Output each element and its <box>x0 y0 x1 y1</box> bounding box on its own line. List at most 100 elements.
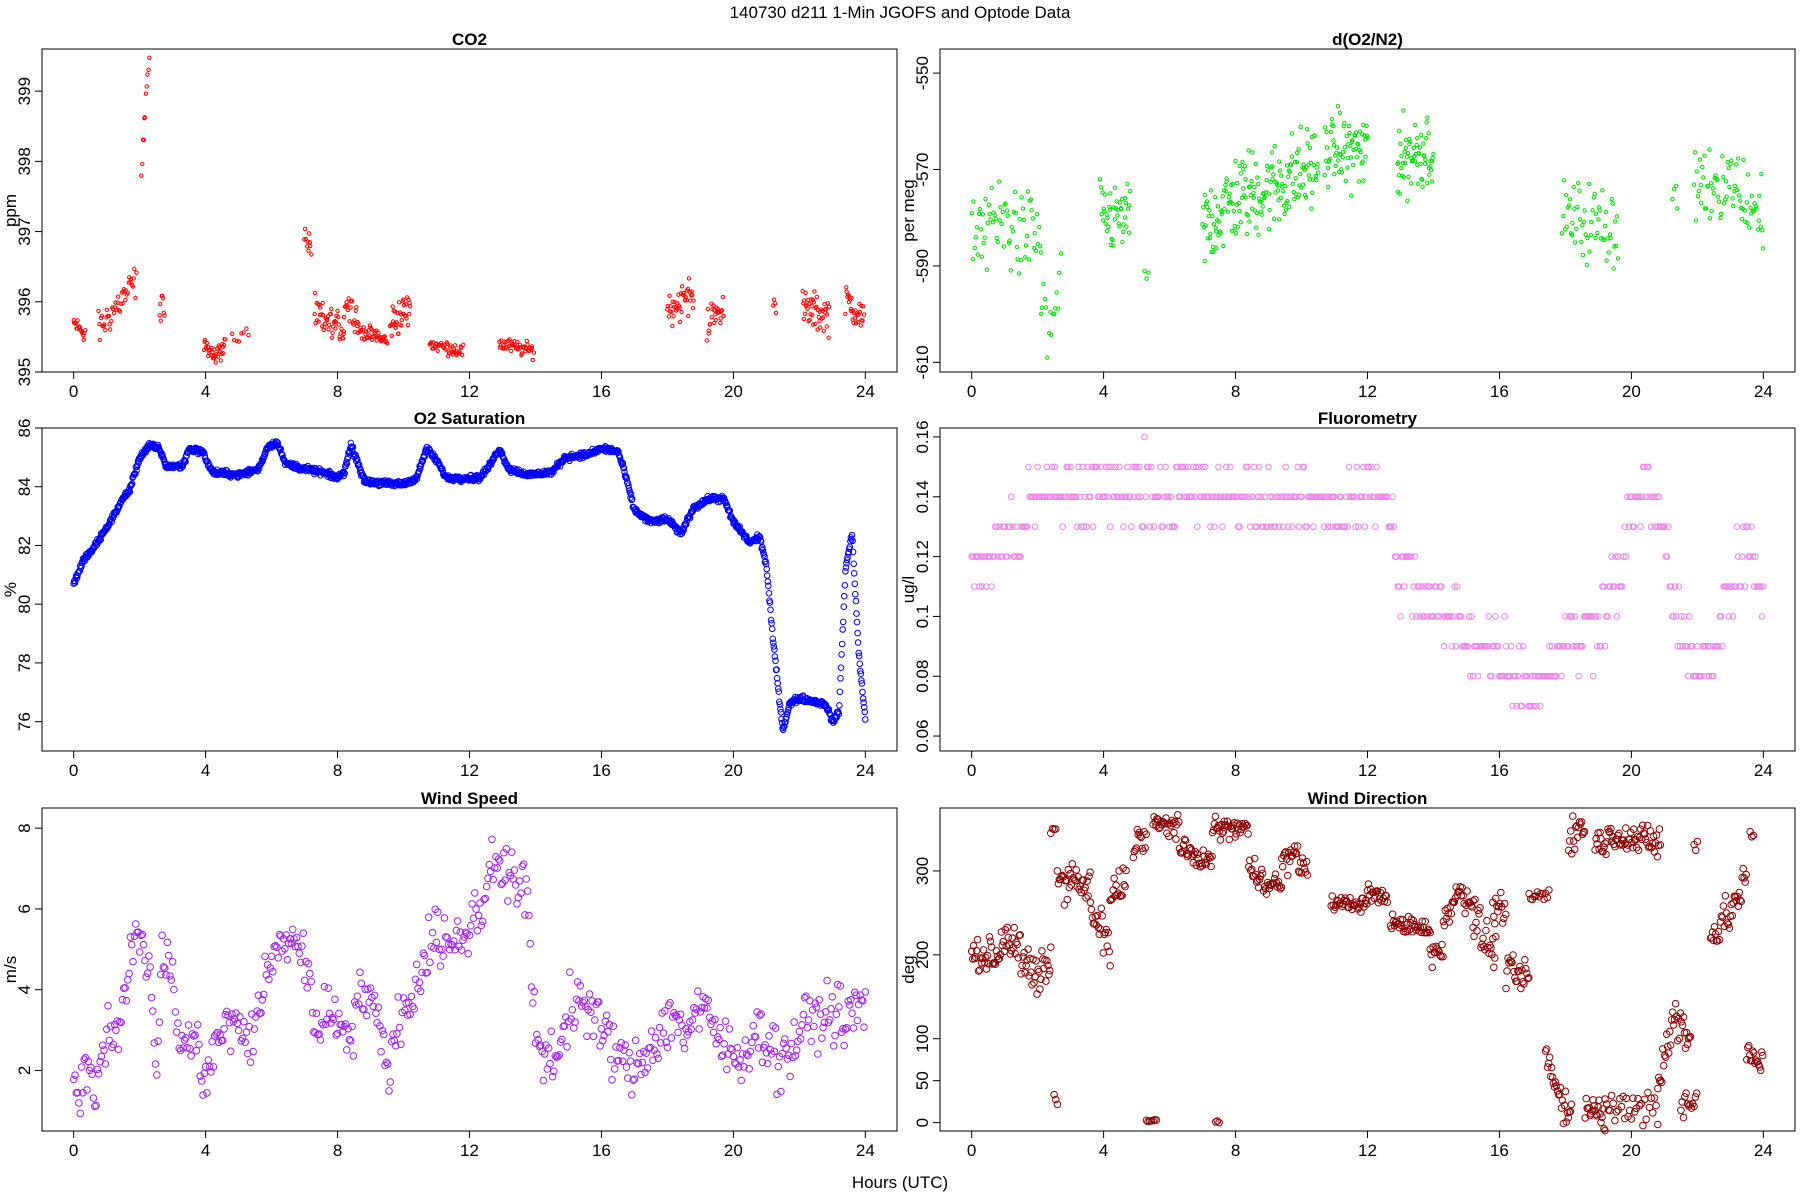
data-point <box>1722 201 1727 206</box>
data-point <box>1023 243 1029 248</box>
y-tick-label: 80 <box>15 595 34 614</box>
data-point <box>1102 192 1108 197</box>
data-point <box>843 1024 851 1032</box>
data-point <box>861 988 870 996</box>
data-point <box>1255 175 1260 180</box>
data-point <box>1008 493 1015 501</box>
data-point <box>602 1011 611 1020</box>
data-point <box>626 1057 635 1065</box>
data-point <box>785 1051 793 1060</box>
data-point <box>368 993 376 1002</box>
data-point <box>1502 984 1510 993</box>
data-point <box>1316 170 1321 175</box>
data-point <box>1644 1088 1652 1097</box>
data-point <box>667 1034 676 1042</box>
data-point <box>529 345 535 351</box>
data-point <box>445 341 450 347</box>
data-point <box>99 313 105 319</box>
data-point <box>1708 180 1714 186</box>
data-point <box>1082 894 1090 902</box>
data-point <box>333 326 338 331</box>
data-point <box>239 331 244 336</box>
data-point <box>855 652 863 660</box>
data-point <box>1043 305 1049 310</box>
data-point <box>860 704 868 711</box>
data-point <box>1399 165 1404 171</box>
data-point <box>288 925 297 934</box>
data-point <box>1758 613 1766 620</box>
data-point <box>846 293 852 298</box>
data-point <box>159 963 168 971</box>
data-point <box>1596 217 1601 222</box>
data-point <box>1641 463 1648 471</box>
data-point <box>1241 493 1249 501</box>
data-point <box>490 864 499 872</box>
data-point <box>815 996 824 1004</box>
data-point <box>153 1071 161 1079</box>
data-point <box>1729 158 1734 163</box>
data-point <box>591 1016 599 1024</box>
data-point <box>1737 193 1742 198</box>
data-point <box>1346 155 1351 161</box>
data-point <box>813 321 818 327</box>
data-point <box>178 1031 186 1040</box>
data-point <box>1397 613 1404 620</box>
plot-frame <box>939 807 1796 1132</box>
data-point <box>436 962 445 970</box>
data-point <box>1248 193 1253 198</box>
data-point <box>1080 523 1088 531</box>
y-tick-label: -550 <box>913 56 932 90</box>
data-point <box>1298 171 1303 177</box>
data-point <box>128 276 134 282</box>
data-point <box>859 688 866 696</box>
data-point <box>125 969 133 978</box>
data-point <box>1021 217 1027 223</box>
data-point <box>1607 583 1614 590</box>
data-point <box>1588 232 1594 238</box>
data-point <box>988 960 997 968</box>
data-point <box>135 948 144 956</box>
data-point <box>390 1036 399 1045</box>
data-point <box>787 1039 796 1048</box>
data-point <box>981 240 986 246</box>
data-point <box>1640 830 1649 838</box>
data-point <box>1726 165 1731 171</box>
data-point <box>107 322 112 327</box>
data-point <box>975 252 980 257</box>
data-point <box>420 951 429 960</box>
data-point <box>1414 142 1419 148</box>
data-point <box>459 936 467 945</box>
data-points <box>969 104 1766 360</box>
data-point <box>1256 232 1261 237</box>
data-point <box>1580 223 1585 228</box>
data-point <box>356 321 361 326</box>
data-point <box>1208 231 1213 237</box>
data-point <box>1032 957 1040 965</box>
data-point <box>1129 463 1136 471</box>
data-point <box>231 338 237 343</box>
data-point <box>1322 173 1327 178</box>
data-point <box>1030 979 1038 987</box>
data-point <box>106 313 112 319</box>
y-tick-label: 6 <box>15 904 34 913</box>
data-point <box>1135 463 1143 471</box>
data-point <box>765 590 773 597</box>
data-point <box>241 330 246 335</box>
data-point <box>80 1055 88 1064</box>
data-point <box>274 954 283 962</box>
panel-title: CO2 <box>452 30 487 49</box>
data-point <box>1613 613 1621 620</box>
data-point <box>771 1024 780 1032</box>
data-point <box>1604 258 1609 263</box>
data-point <box>1310 190 1315 196</box>
data-point <box>1013 211 1019 216</box>
data-point <box>1271 870 1280 879</box>
data-point <box>104 1002 112 1010</box>
data-point <box>1348 143 1353 149</box>
data-point <box>344 1024 352 1033</box>
data-point <box>445 945 454 954</box>
data-point <box>1438 583 1445 590</box>
data-point <box>1101 218 1106 223</box>
